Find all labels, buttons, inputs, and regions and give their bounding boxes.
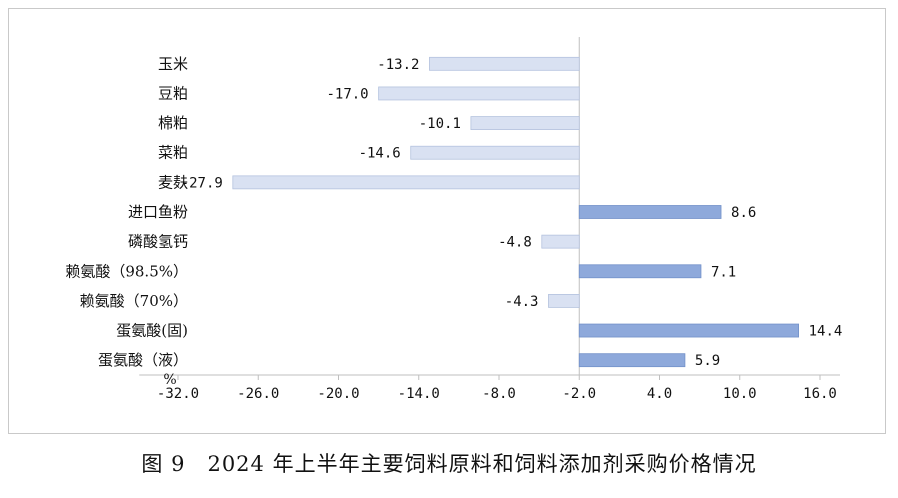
category-label: 棉粕 — [158, 114, 188, 132]
x-tick-label: 16.0 — [803, 386, 837, 402]
x-tick-label: -20.0 — [317, 386, 359, 402]
bar — [541, 234, 580, 249]
category-label: 麦麸 — [158, 173, 188, 191]
x-tick-label: 10.0 — [723, 386, 757, 402]
bar — [548, 294, 580, 308]
bar-chart: -32.0 -26.0 -20.0 -14.0 -8.0 -2.0 4.0 10.0 16.0%… — [65, 37, 843, 402]
x-tick-label: -2.0 — [562, 386, 596, 402]
data-label: -4.3 — [505, 294, 539, 310]
data-label: -14.6 — [359, 146, 401, 162]
category-label: 磷酸氢钙 — [128, 233, 188, 251]
unit-label: % — [163, 372, 176, 388]
data-label: -13.2 — [377, 57, 419, 73]
category-label: 进口鱼粉 — [128, 203, 188, 221]
x-tick-label: 4.0 — [647, 386, 672, 402]
bar — [232, 175, 580, 190]
category-label: 赖氨酸（98.5%） — [65, 262, 188, 280]
category-label: 蛋氨酸(固) — [116, 322, 188, 340]
data-label: -4.8 — [498, 235, 532, 251]
bar — [578, 205, 722, 219]
data-label: -17.0 — [326, 86, 368, 102]
figure-caption: 图 9 2024 年上半年主要饲料原料和饲料添加剂采购价格情况 — [141, 452, 757, 476]
bar — [378, 86, 580, 101]
data-label: 7.1 — [711, 264, 736, 280]
category-label: 菜粕 — [158, 144, 188, 162]
bar — [410, 145, 580, 160]
bar — [429, 56, 580, 71]
bar — [470, 116, 580, 130]
bar — [578, 264, 702, 279]
category-label: 玉米 — [158, 55, 188, 73]
category-label: 赖氨酸（70%） — [80, 292, 188, 310]
category-label: 豆粕 — [158, 84, 188, 102]
x-tick-label: -32.0 — [157, 386, 199, 402]
x-tick-label: -26.0 — [237, 386, 279, 402]
data-label: 5.9 — [695, 353, 720, 369]
x-tick-label: -8.0 — [482, 386, 516, 402]
chart-frame — [8, 8, 886, 434]
data-label: 8.6 — [731, 205, 756, 221]
bar — [578, 353, 686, 368]
x-tick-label: -14.0 — [398, 386, 440, 402]
category-label: 蛋氨酸（液） — [98, 351, 188, 369]
data-label: -10.1 — [419, 116, 461, 132]
data-label: -27.9 — [181, 175, 223, 191]
bar — [578, 323, 800, 338]
data-label: 14.4 — [809, 324, 843, 340]
